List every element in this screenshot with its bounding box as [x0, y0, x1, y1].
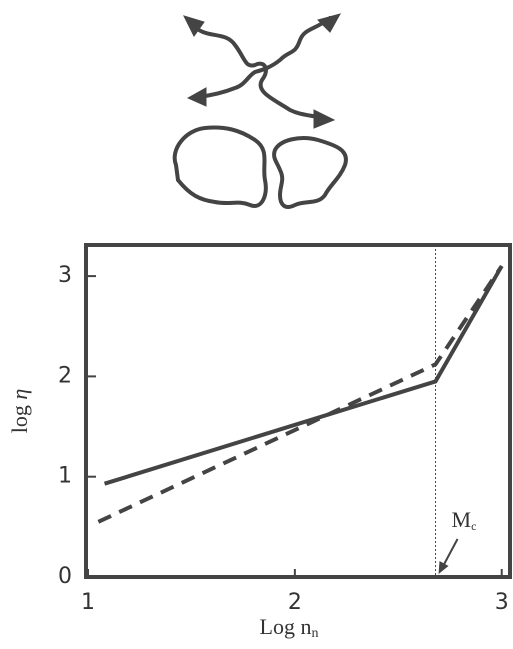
y-tick-label: 1 — [58, 464, 72, 489]
y-label-text: log — [7, 400, 32, 434]
x-axis-label: Log nn — [260, 614, 319, 641]
y-tick-label: 3 — [58, 263, 72, 288]
series-line — [105, 266, 502, 484]
y-tick-label: 2 — [58, 363, 72, 388]
annotation-arrowhead — [439, 561, 449, 574]
annotation-sub: c — [471, 519, 476, 533]
y-axis-label: log η — [7, 389, 32, 434]
chain-diagram — [175, 14, 346, 207]
x-label-text: Log n — [260, 614, 312, 639]
series-line — [98, 266, 501, 522]
x-tick-label: 1 — [81, 590, 95, 615]
annotation-text: M — [452, 507, 472, 532]
x-tick-label: 2 — [288, 590, 302, 615]
y-label-symbol: η — [7, 389, 32, 400]
annotation: Mc — [452, 507, 477, 533]
x-label-sub: n — [311, 626, 318, 641]
figure: 1230123McLog nnlog η — [0, 0, 513, 649]
x-tick-label: 3 — [495, 590, 509, 615]
plot-frame — [86, 245, 510, 577]
y-tick-label: 0 — [58, 564, 72, 589]
